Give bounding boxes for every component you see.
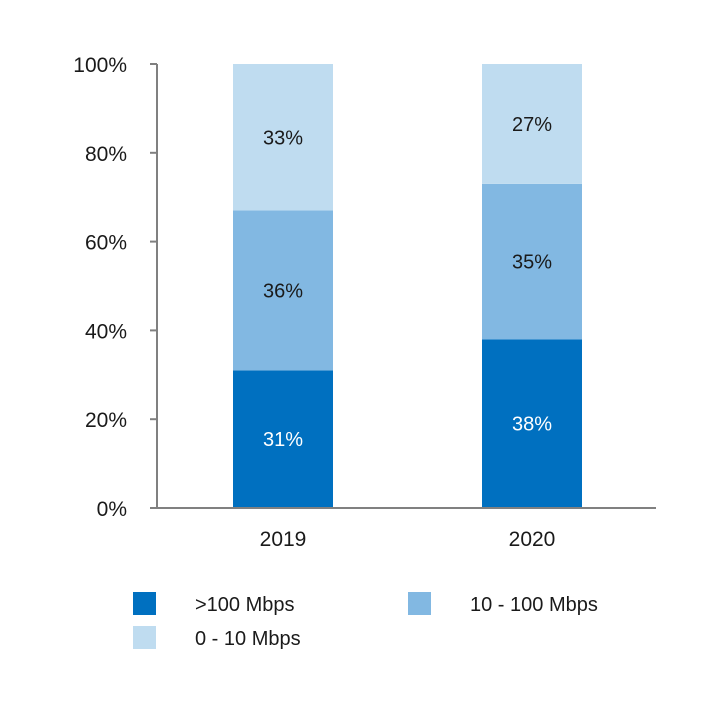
bar-2020-series-2 [482,64,582,184]
y-tick-label-60: 60% [85,232,127,255]
x-tick-label-2019: 2019 [260,528,307,551]
y-tick-label-0: 0% [97,498,127,521]
y-tick-label-20: 20% [85,409,127,432]
bar-2020-series-0 [482,339,582,508]
bar-2020-series-1 [482,183,582,340]
data-label-2020-series-0: 38% [512,414,552,436]
data-label-2020-series-1: 35% [512,252,552,274]
bar-2019-series-2 [233,64,333,211]
x-tick-label-2020: 2020 [509,528,556,551]
data-label-2020-series-2: 27% [512,114,552,136]
y-tick-label-40: 40% [85,320,127,343]
y-tick-label-100: 100% [73,54,127,77]
bar-2019-series-1 [233,210,333,371]
y-tick-label-80: 80% [85,143,127,166]
data-label-2019-series-0: 31% [263,429,303,451]
bar-2019-series-0 [233,370,333,508]
data-label-2019-series-2: 33% [263,127,303,149]
data-label-2019-series-1: 36% [263,280,303,302]
